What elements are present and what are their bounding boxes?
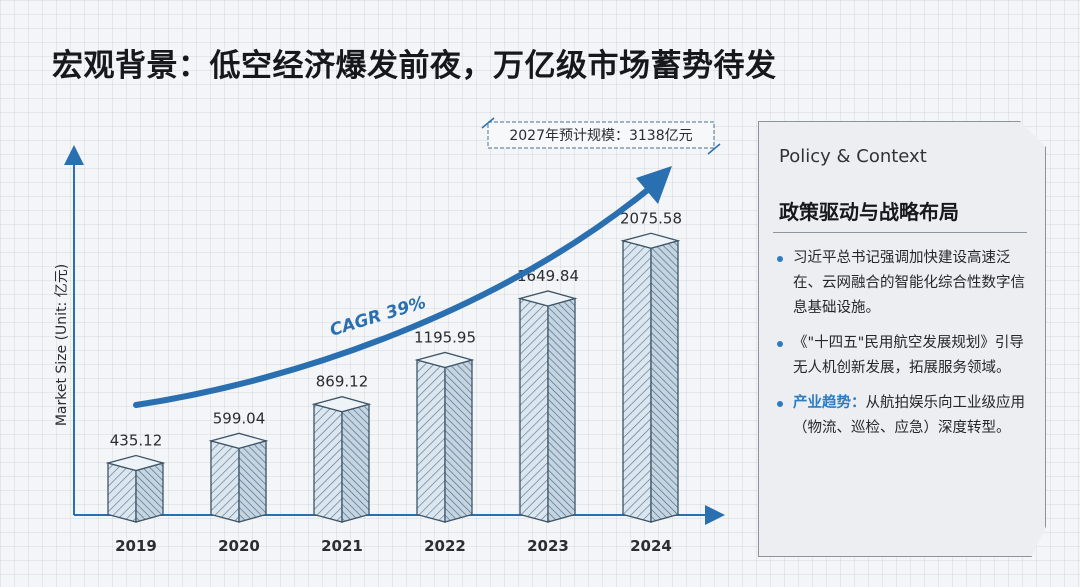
x-tick-label: 2019 — [115, 537, 157, 555]
list-item: 产业趋势：从航拍娱乐向工业级应用（物流、巡检、应急）深度转型。 — [777, 391, 1033, 441]
policy-panel: Policy & Context 政策驱动与战略布局 习近平总书记强调加快建设高… — [758, 121, 1046, 557]
item-text: 习近平总书记强调加快建设高速泛在、云网融合的智能化综合性数字信息基础设施。 — [793, 250, 1025, 316]
x-tick-label: 2020 — [218, 537, 260, 555]
bar-face-top — [105, 454, 166, 472]
bar-face-left — [210, 439, 240, 523]
bar-face-top — [517, 290, 578, 307]
bar-face-top — [414, 351, 475, 369]
bar-face-left — [519, 297, 549, 523]
bar-2019 — [105, 454, 166, 523]
bar-face-right — [135, 462, 164, 523]
bar-face-right — [547, 297, 576, 523]
bar-face-top — [620, 232, 681, 249]
list-item: 习近平总书记强调加快建设高速泛在、云网融合的智能化综合性数字信息基础设施。 — [777, 246, 1033, 321]
item-text: 《"十四五"民用航空发展规划》引导无人机创新发展，拓展服务领域。 — [793, 335, 1024, 376]
cagr-arrow-head — [636, 166, 672, 204]
policy-list: 习近平总书记强调加快建设高速泛在、云网融合的智能化综合性数字信息基础设施。 《"… — [777, 246, 1033, 451]
market-size-chart: Market Size (Unit: 亿元) 435.12 2019 599.04 2… — [54, 117, 725, 555]
bars-group: 435.12 2019 599.04 2020 869.12 2021 1195.95 202… — [105, 209, 682, 555]
panel-heading: 政策驱动与战略布局 — [779, 200, 959, 224]
forecast-callout: 2027年预计规模：3138亿元 — [481, 117, 721, 155]
bar-2024 — [620, 232, 681, 523]
panel-subtitle: Policy & Context — [779, 146, 927, 167]
y-axis-label: Market Size (Unit: 亿元) — [54, 264, 70, 426]
bar-face-left — [622, 239, 652, 523]
bar-face-left — [107, 462, 137, 523]
forecast-callout-text: 2027年预计规模：3138亿元 — [509, 128, 692, 144]
cagr-arrow — [133, 185, 653, 408]
bar-value-label: 2075.58 — [620, 209, 682, 227]
page-title: 宏观背景：低空经济爆发前夜，万亿级市场蓄势待发 — [52, 48, 777, 84]
item-text: 从航拍娱乐向工业级应用（物流、巡检、应急）深度转型。 — [793, 395, 1025, 436]
bar-face-right — [341, 403, 370, 523]
list-item: 《"十四五"民用航空发展规划》引导无人机创新发展，拓展服务领域。 — [777, 331, 1033, 381]
bar-face-right — [444, 359, 473, 523]
x-tick-label: 2022 — [424, 537, 466, 555]
bar-face-top — [208, 432, 269, 450]
bar-value-label: 1195.95 — [414, 328, 476, 346]
bar-face-right — [238, 439, 267, 523]
x-tick-label: 2023 — [527, 537, 569, 555]
item-lead: 产业趋势： — [793, 395, 866, 411]
bar-value-label: 869.12 — [316, 373, 369, 391]
bar-value-label: 435.12 — [110, 432, 163, 450]
bar-face-top — [311, 396, 372, 413]
bar-face-left — [416, 359, 446, 523]
x-tick-label: 2024 — [630, 537, 672, 555]
bar-2022 — [414, 351, 475, 523]
bar-2023 — [517, 290, 578, 523]
bar-face-right — [650, 239, 679, 523]
bar-2021 — [311, 396, 372, 523]
bar-value-label: 599.04 — [213, 409, 266, 427]
bar-face-left — [313, 403, 343, 523]
panel-divider — [773, 232, 1027, 233]
bar-2020 — [208, 432, 269, 523]
x-tick-label: 2021 — [321, 537, 363, 555]
